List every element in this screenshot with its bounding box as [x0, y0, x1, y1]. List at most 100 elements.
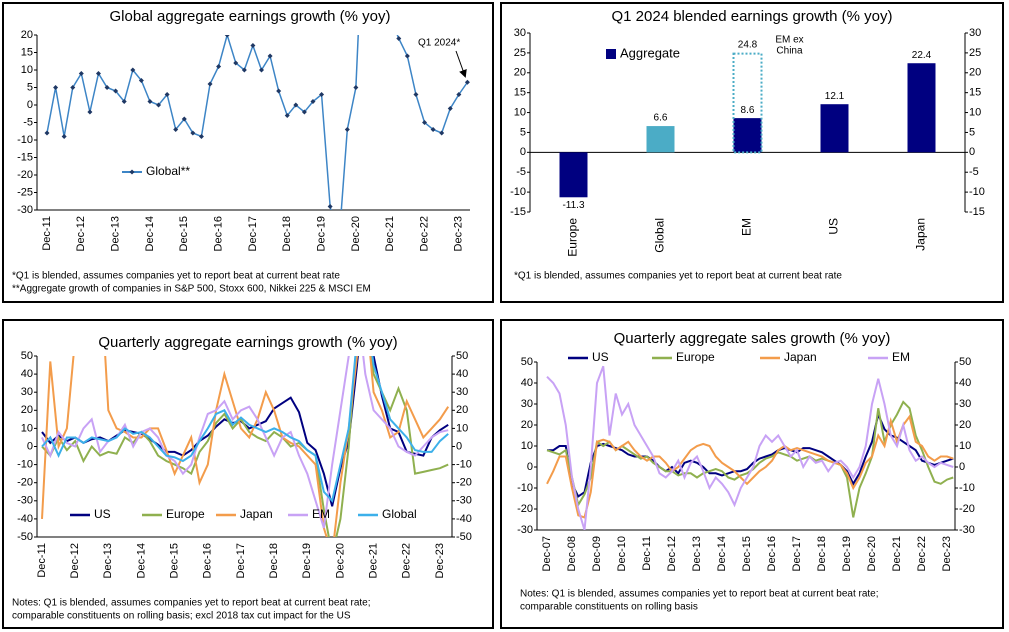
point-marker	[121, 99, 127, 104]
footnote: comparable constituents on rolling basis…	[12, 611, 351, 622]
legend-label: Aggregate	[620, 45, 680, 60]
point-marker	[336, 243, 341, 248]
point-marker	[422, 120, 428, 125]
legend-label: Japan	[240, 507, 273, 521]
y2-tick-label: -10	[456, 459, 472, 471]
x-tick-label: Dec-08	[566, 536, 578, 571]
x-tick-label: Dec-16	[213, 216, 225, 251]
x-tick-label: Dec-23	[434, 543, 446, 578]
y-tick-label: 0	[27, 99, 33, 111]
series-line	[41, 356, 449, 507]
y-tick-label: 10	[21, 64, 33, 76]
y2-tick-label: 5	[969, 126, 975, 138]
point-marker	[95, 71, 101, 76]
y-tick-label: 30	[514, 27, 526, 39]
bar	[559, 152, 588, 198]
point-marker	[207, 81, 213, 87]
point-marker	[138, 78, 144, 83]
bar	[646, 126, 675, 153]
point-marker	[44, 130, 50, 136]
y2-tick-label: -10	[969, 186, 985, 198]
point-marker	[130, 67, 136, 73]
plot-area	[41, 356, 450, 537]
point-marker	[327, 204, 333, 209]
x-tick-label: Europe	[566, 218, 580, 257]
highlight-label: China	[776, 45, 803, 56]
value-label: 12.1	[825, 91, 845, 102]
x-tick-label: Dec-18	[816, 536, 828, 571]
x-tick-label: Dec-15	[741, 536, 753, 571]
x-tick-label: Dec-20	[866, 536, 878, 571]
point-marker	[310, 99, 316, 104]
y2-tick-label: 0	[456, 440, 462, 452]
y-tick-label: -10	[517, 482, 533, 494]
y-tick-label: 5	[27, 81, 33, 93]
x-tick-label: Dec-23	[453, 216, 465, 251]
chart-title: Global aggregate earnings growth (% yoy)	[110, 8, 391, 25]
x-tick-label: Dec-21	[368, 543, 380, 578]
point-marker	[216, 64, 222, 69]
legend-label: Global**	[146, 164, 190, 178]
x-tick-label: Dec-10	[616, 536, 628, 571]
x-tick-label: Dec-07	[541, 536, 553, 571]
point-marker	[276, 88, 282, 94]
y-tick-label: -10	[17, 459, 33, 471]
y2-tick-label: 0	[959, 461, 965, 473]
y-tick-label: 10	[21, 422, 33, 434]
chart-title: Quarterly aggregate sales growth (% yoy)	[614, 330, 891, 347]
point-marker	[301, 109, 307, 115]
y2-tick-label: -20	[456, 477, 472, 489]
y2-tick-label: 10	[969, 106, 981, 118]
y-tick-label: -30	[17, 495, 33, 507]
panel	[500, 319, 1004, 629]
point-marker	[198, 134, 204, 139]
y2-tick-label: 10	[456, 422, 468, 434]
x-tick-label: Dec-18	[268, 543, 280, 578]
y-tick-label: -30	[517, 524, 533, 536]
y-tick-label: -10	[510, 186, 526, 198]
point-marker	[70, 85, 76, 90]
x-tick-label: Dec-22	[418, 216, 430, 251]
x-tick-label: Dec-12	[666, 536, 678, 571]
y-tick-label: -20	[517, 503, 533, 515]
y-tick-label: -20	[17, 169, 33, 181]
point-marker	[164, 92, 170, 97]
annotation: Q1 2024*	[418, 38, 460, 49]
footnote: *Q1 is blended, assumes companies yet to…	[514, 271, 842, 282]
panel	[2, 2, 494, 303]
y-tick-label: 40	[521, 377, 533, 389]
y2-tick-label: -5	[969, 166, 979, 178]
point-marker	[284, 113, 290, 118]
point-marker	[319, 92, 325, 97]
legend-label: EM	[312, 507, 330, 521]
panel	[500, 2, 1004, 303]
x-tick-label: Dec-14	[144, 216, 156, 251]
y2-tick-label: 50	[456, 350, 468, 362]
y2-tick-label: -40	[456, 513, 472, 525]
x-tick-label: Dec-15	[169, 543, 181, 578]
y-tick-label: 0	[527, 461, 533, 473]
point-marker	[353, 85, 359, 90]
chart-title: Q1 2024 blended earnings growth (% yoy)	[611, 8, 892, 25]
y2-tick-label: -30	[959, 524, 975, 536]
point-marker	[173, 127, 179, 132]
bar	[733, 118, 762, 153]
y-tick-label: -30	[17, 204, 33, 216]
y2-tick-label: 25	[969, 47, 981, 59]
series-line	[546, 414, 954, 519]
y-tick-label: 0	[27, 440, 33, 452]
y-tick-label: 15	[21, 46, 33, 58]
legend-label: EM	[892, 350, 910, 364]
bar	[907, 63, 936, 153]
y-tick-label: 5	[520, 126, 526, 138]
y-tick-label: 30	[521, 398, 533, 410]
y-tick-label: 40	[21, 368, 33, 380]
y2-tick-label: 20	[959, 419, 971, 431]
value-label: 24.8	[738, 39, 758, 50]
x-tick-label: Dec-11	[36, 543, 48, 578]
series-line	[41, 356, 450, 537]
point-marker	[233, 60, 239, 66]
y-tick-label: 50	[21, 350, 33, 362]
point-marker	[61, 134, 67, 139]
x-tick-label: Dec-17	[791, 536, 803, 571]
